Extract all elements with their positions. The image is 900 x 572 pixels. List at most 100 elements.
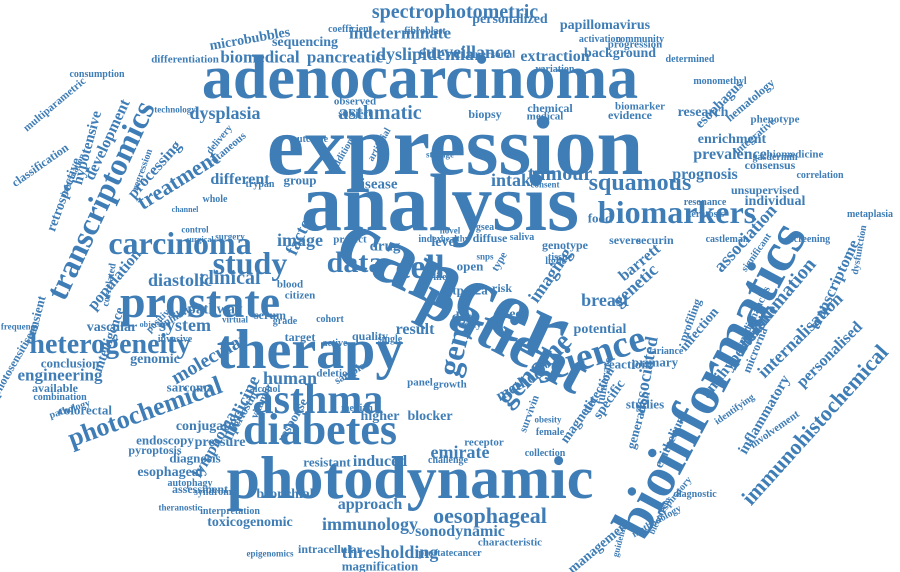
cloud-word: higher [360, 409, 400, 424]
cloud-word: unsupervised [730, 183, 800, 197]
cloud-word: food [587, 210, 613, 226]
cloud-word: esophageal [137, 465, 203, 480]
cloud-word: system [159, 315, 211, 335]
cloud-word: spectrophotometric [371, 1, 539, 23]
cloud-word: median [341, 403, 373, 414]
cloud-word: genomic [130, 352, 180, 367]
cloud-word: asthmatic [338, 102, 422, 124]
cloud-word: pathway [187, 301, 243, 318]
cloud-word: tumour [527, 163, 593, 185]
cloud-word: obesity [534, 414, 562, 425]
cloud-word: monomethyl [693, 76, 747, 87]
cloud-word: index [418, 234, 442, 245]
cloud-word: result [395, 321, 435, 338]
cloud-word: autophagy [167, 478, 213, 489]
cloud-word: cell [395, 249, 445, 286]
cloud-word: diagnostic [673, 489, 717, 500]
cloud-word: chemical [527, 101, 573, 115]
cloud-word: photodynamic [226, 445, 594, 511]
cloud-word: differentiation [151, 53, 219, 66]
cloud-word: dysfunction [849, 224, 870, 276]
cloud-word: emirate [430, 442, 490, 462]
cloud-word: securin [636, 233, 674, 247]
cloud-word: correlation [796, 170, 844, 181]
cloud-word: vascular [86, 320, 138, 335]
cloud-word: variance [646, 346, 684, 357]
cloud-word: progression [607, 38, 663, 51]
cloud-word: sarcoma [166, 379, 214, 395]
cloud-word: outcome [291, 134, 329, 145]
cloud-word: genotype [542, 238, 588, 252]
cloud-word: receptor [464, 436, 504, 449]
cloud-word: coefficient [328, 24, 372, 35]
cloud-word: intake [490, 170, 540, 190]
cloud-word: virtual [222, 314, 248, 325]
cloud-word: level [431, 235, 459, 250]
cloud-word: effect [493, 307, 527, 322]
cloud-word: heterogeneity [29, 329, 191, 360]
cloud-word: risk [491, 281, 513, 295]
cloud-word: resonance [683, 197, 727, 208]
cloud-word: activation [578, 34, 622, 45]
cloud-word: female [535, 427, 565, 438]
cloud-word: channel [171, 205, 199, 214]
cloud-word: target [284, 330, 316, 344]
cloud-word: personalized [472, 12, 548, 27]
cloud-word: characteristic [477, 536, 543, 549]
cloud-word: novel [439, 225, 461, 236]
cloud-word: intracellular [298, 542, 362, 556]
cloud-word: surgery [215, 231, 245, 242]
cloud-word: screening [789, 234, 831, 245]
cloud-word: gasdermin [752, 152, 798, 163]
cloud-word: metaplasia [846, 209, 894, 220]
cloud-word: personal [474, 48, 516, 61]
cloud-word: conclusion [40, 355, 100, 371]
cloud-word: life [433, 272, 447, 283]
cloud-word: light [545, 256, 565, 267]
cloud-word: different [210, 171, 270, 188]
cloud-word: engineering [17, 365, 103, 385]
cloud-word: analysis [301, 157, 579, 248]
cloud-word: magnification [341, 558, 419, 572]
cloud-word: conjugate [175, 419, 235, 434]
cloud-word: control [181, 224, 209, 235]
cloud-word: deletion [316, 367, 354, 380]
cloud-word: biopsy [468, 107, 502, 121]
cloud-word: invasive [157, 334, 193, 345]
cloud-word: severe [609, 233, 641, 247]
cloud-word: gsea [475, 222, 495, 233]
cloud-word: medical [526, 110, 564, 123]
cloud-word: image [277, 230, 323, 250]
cloud-word: carcinoma [108, 225, 252, 261]
cloud-word: expression [266, 100, 644, 193]
cloud-word: asthma [252, 377, 384, 423]
cloud-word: squamous [588, 170, 692, 196]
cloud-word: project [333, 233, 367, 246]
cloud-word: biomedical [220, 47, 300, 67]
cloud-word: prevalence [693, 146, 767, 163]
cloud-word: growth [433, 378, 467, 391]
cloud-word: epigenomics [246, 548, 294, 559]
cloud-word: consensus [744, 158, 796, 172]
cloud-word: study [212, 245, 288, 281]
cloud-word: papillomavirus [559, 18, 651, 33]
cloud-word: individual [744, 194, 806, 209]
cloud-word: disease [352, 176, 398, 193]
cloud-word: potential [573, 322, 627, 337]
cloud-word: citizen [284, 289, 316, 302]
cloud-word: therapy [216, 319, 404, 381]
cloud-word: prognosis [672, 166, 738, 183]
cloud-word: cohort [316, 314, 344, 325]
cloud-word: studies [625, 396, 665, 412]
cloud-word: trypan [245, 179, 275, 190]
cloud-word: snps [476, 251, 494, 262]
cloud-word: keratosis [685, 209, 725, 220]
cloud-word: biomedicine [766, 148, 824, 161]
cloud-word: diffuse [472, 231, 508, 245]
cloud-word: fibroblast [404, 26, 446, 37]
cloud-word: enrichment [697, 132, 767, 147]
cloud-word: oesophageal [433, 503, 547, 528]
cloud-word: community [615, 34, 665, 45]
cloud-word: dyslipidemia [375, 44, 475, 64]
